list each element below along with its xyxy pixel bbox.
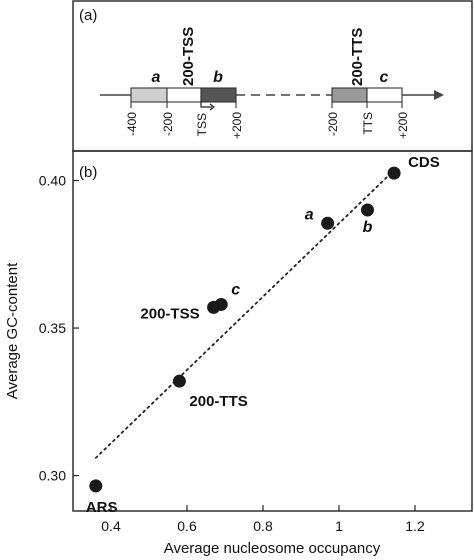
y-tick-label: 0.40 <box>39 173 66 189</box>
x-axis-ticks: 0.4 0.6 0.8 1 1.2 <box>101 505 425 534</box>
data-point <box>172 374 186 388</box>
tss-tick-label: -400 <box>125 112 139 136</box>
panel-a-label: (a) <box>79 7 97 24</box>
data-point <box>214 297 228 311</box>
tss-region-label: 200-TSS <box>180 27 197 86</box>
tts-tick-label: -200 <box>326 112 340 136</box>
point-label: c <box>231 281 240 298</box>
data-point <box>89 479 103 493</box>
x-tick-label: 0.6 <box>177 518 197 534</box>
region-b-box <box>200 87 237 103</box>
point-label: CDS <box>408 154 440 171</box>
point-label: a <box>305 206 314 223</box>
tss-start-arrow-icon <box>200 101 212 108</box>
tts-tick-label: +200 <box>396 112 410 139</box>
tss-tick-label: TSS <box>195 113 209 136</box>
x-tick-label: 0.4 <box>101 518 121 534</box>
x-tick-label: 1.2 <box>405 518 425 534</box>
region-b-label: b <box>213 69 223 86</box>
region-tts-left-box <box>331 87 368 103</box>
region-c-label: c <box>380 69 389 86</box>
point-labels: ARS 200-TTS 200-TSS c a b CDS <box>86 154 440 516</box>
region-a-box <box>130 87 168 103</box>
panel-b-label: (b) <box>79 164 97 181</box>
data-point <box>321 216 335 230</box>
trendline <box>94 176 388 459</box>
panel-b: (b) 0.4 0.6 0.8 1 1.2 0.30 0.35 0.40 ARS 200-TT… <box>4 150 473 557</box>
data-point <box>361 203 374 217</box>
x-axis-label: Average nucleosome occupancy <box>164 540 381 557</box>
x-tick-label: 1 <box>335 518 343 534</box>
point-label: 200-TSS <box>140 305 199 322</box>
tss-tick-label: -200 <box>161 112 175 136</box>
gene-arrow-icon <box>434 90 444 100</box>
trendline-path <box>94 176 388 459</box>
x-tick-label: 0.8 <box>253 518 273 534</box>
data-point <box>387 166 401 180</box>
y-axis-ticks: 0.30 0.35 0.40 <box>39 173 79 484</box>
region-a-label: a <box>152 69 161 86</box>
point-label: b <box>363 219 373 236</box>
tss-arrowhead-icon <box>209 103 215 111</box>
tts-tick-label: TTS <box>361 112 375 135</box>
panel-a: (a) a b c 200-TSS 200-TTS <box>72 0 473 152</box>
y-tick-label: 0.35 <box>39 320 66 336</box>
tts-region-label: 200-TTS <box>349 28 366 86</box>
tss-tick-marks <box>130 102 403 108</box>
data-points <box>89 166 401 493</box>
point-label: 200-TTS <box>189 393 247 410</box>
y-tick-label: 0.30 <box>39 468 66 484</box>
point-label: ARS <box>86 499 118 516</box>
y-axis-label: Average GC-content <box>4 262 21 399</box>
region-c-box <box>366 87 403 103</box>
region-gap-box <box>166 87 202 103</box>
plot-frame <box>72 150 473 512</box>
tss-tick-label: +200 <box>230 112 244 139</box>
